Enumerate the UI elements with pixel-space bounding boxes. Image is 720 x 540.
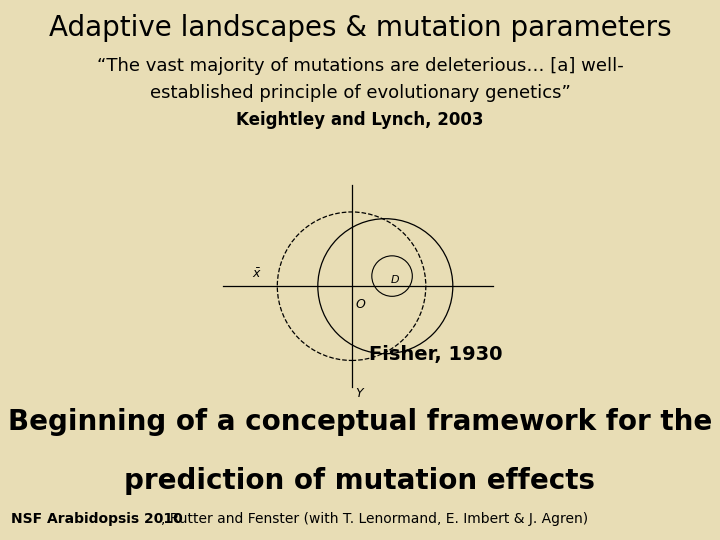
Text: Keightley and Lynch, 2003: Keightley and Lynch, 2003: [236, 111, 484, 129]
Text: established principle of evolutionary genetics”: established principle of evolutionary ge…: [150, 84, 570, 102]
Text: $\bar{x}$: $\bar{x}$: [252, 268, 262, 281]
Text: NSF Arabidopsis 2010: NSF Arabidopsis 2010: [11, 512, 183, 526]
Text: O: O: [356, 298, 366, 311]
Text: , Rutter and Fenster (with T. Lenormand, E. Imbert & J. Agren): , Rutter and Fenster (with T. Lenormand,…: [161, 512, 588, 526]
Text: prediction of mutation effects: prediction of mutation effects: [125, 467, 595, 495]
Text: Adaptive landscapes & mutation parameters: Adaptive landscapes & mutation parameter…: [49, 14, 671, 42]
Text: D: D: [391, 274, 400, 285]
Text: Fisher, 1930: Fisher, 1930: [369, 345, 503, 364]
Text: Beginning of a conceptual framework for the: Beginning of a conceptual framework for …: [8, 408, 712, 436]
Text: Y: Y: [356, 388, 363, 401]
Text: “The vast majority of mutations are deleterious… [a] well-: “The vast majority of mutations are dele…: [96, 57, 624, 75]
